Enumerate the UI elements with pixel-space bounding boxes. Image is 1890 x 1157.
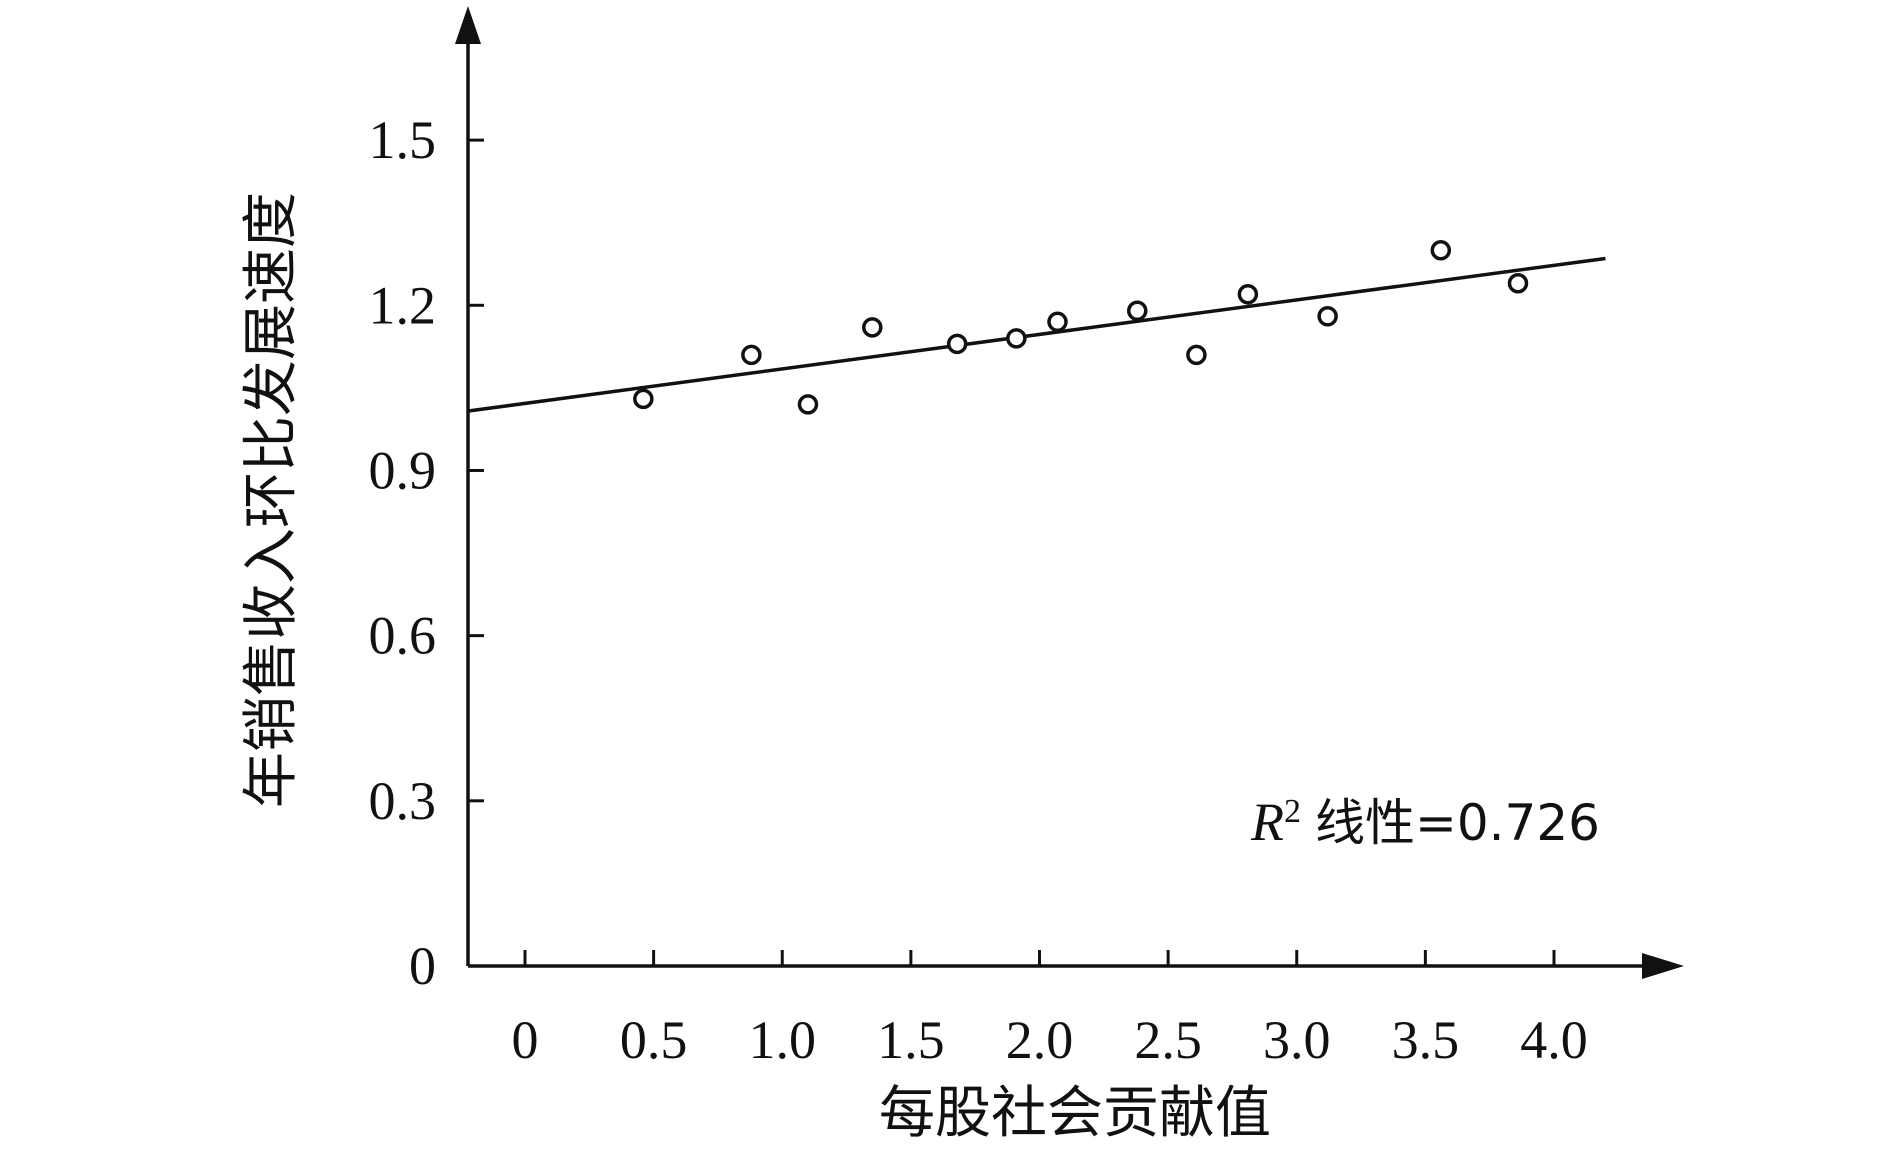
x-axis-ticks: 0 0.5 1.0 1.5 2.0 2.5 3.0 3.5 4.0 [512, 950, 1588, 1070]
x-tick-label: 1.5 [877, 1010, 945, 1070]
y-tick-label: 1.2 [369, 275, 437, 335]
y-axis-title: 年销售收入环比发展速度 [239, 192, 304, 808]
data-point [1430, 239, 1452, 261]
data-point [1006, 328, 1027, 349]
r-superscript: 2 [1284, 793, 1301, 830]
x-tick-label: 2.5 [1134, 1010, 1202, 1070]
data-point [1237, 284, 1259, 305]
y-axis-ticks: 0 0.3 0.6 0.9 1.2 1.5 [369, 110, 484, 996]
y-tick-label: 0.6 [369, 606, 437, 666]
linear-trendline [468, 256, 1606, 413]
x-tick-label: 0 [512, 1010, 539, 1070]
annotation-text: 线性=0.726 [1315, 794, 1600, 852]
y-tick-label: 0.3 [369, 771, 437, 831]
x-axis-arrowhead [1642, 953, 1684, 979]
y-tick-label: 1.5 [369, 110, 437, 170]
data-point [862, 317, 883, 338]
data-point [1317, 306, 1338, 327]
r-label: R [1250, 792, 1284, 852]
data-point [1507, 273, 1529, 294]
data-point [633, 388, 654, 410]
r-squared-annotation: R2 线性=0.726 [1250, 792, 1600, 852]
data-point [797, 394, 819, 415]
y-tick-label: 0 [409, 936, 436, 996]
y-axis-arrowhead [455, 6, 481, 44]
data-point [1186, 344, 1207, 366]
data-point [946, 333, 968, 355]
data-point [1127, 300, 1148, 322]
x-tick-label: 4.0 [1520, 1010, 1588, 1070]
axes [455, 6, 1684, 979]
x-tick-label: 3.0 [1263, 1010, 1331, 1070]
data-points [633, 239, 1529, 415]
data-point [741, 344, 762, 366]
data-point [1047, 311, 1068, 333]
x-tick-label: 1.0 [749, 1010, 817, 1070]
x-axis-title: 每股社会贡献值 [879, 1081, 1271, 1146]
y-tick-label: 0.9 [369, 440, 437, 500]
x-tick-label: 3.5 [1392, 1010, 1460, 1070]
x-tick-label: 0.5 [620, 1010, 688, 1070]
x-tick-label: 2.0 [1006, 1010, 1074, 1070]
